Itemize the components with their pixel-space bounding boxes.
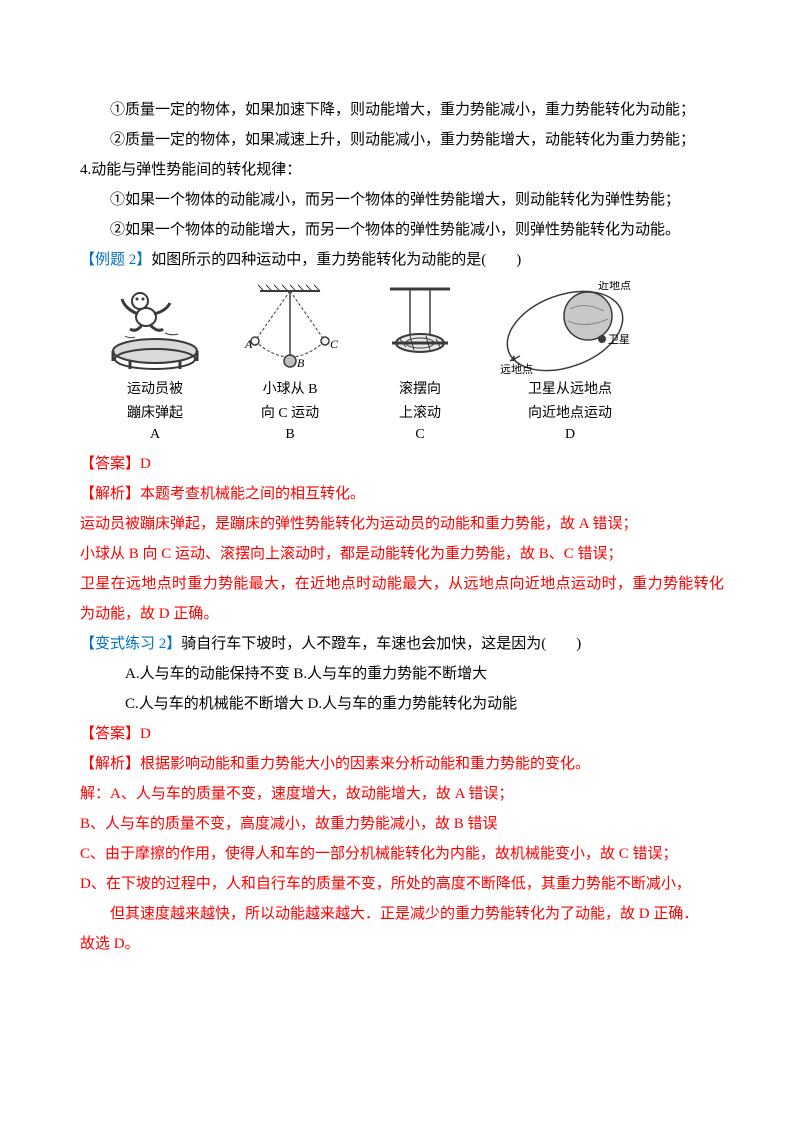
answer-1-value: D xyxy=(140,456,151,472)
figure-d-caption1: 卫星从远地点 xyxy=(528,380,612,400)
analysis-label-2: 【解析】 xyxy=(80,756,140,772)
variant-2-label: 【变式练习 2】 xyxy=(80,636,181,652)
choice-cd: C.人与车的机械能不断增大 D.人与车的重力势能转化为动能 xyxy=(80,689,724,719)
figure-d-option: D xyxy=(565,425,575,445)
rule-2: ②质量一定的物体，如果减速上升，则动能减小，重力势能增大，动能转化为重力势能； xyxy=(80,125,724,155)
figure-a: 运动员被 蹦床弹起 A xyxy=(100,281,210,445)
figure-a-caption2: 蹦床弹起 xyxy=(127,404,183,424)
example-2-label: 【例题 2】 xyxy=(80,252,151,268)
variant-2-text: 骑自行车下坡时，人不蹬车，车速也会加快，这是因为( ) xyxy=(181,636,581,652)
figure-b-option: B xyxy=(285,425,294,445)
figure-row: 运动员被 蹦床弹起 A A B C xyxy=(80,281,724,445)
answer-2-line: 【答案】D xyxy=(80,719,724,749)
analysis-2-a: 解：A、人与车的质量不变，速度增大，故动能增大，故 A 错误； xyxy=(80,779,724,809)
rolling-icon xyxy=(370,281,470,376)
satellite-label: 卫星 xyxy=(608,333,630,346)
figure-d: 近地点 卫星 远地点 卫星从远地点 向近地点运动 D xyxy=(490,281,650,445)
analysis-1-c: 卫星在远地点时重力势能最大，在近地点时动能最大，从远地点向近地点运动时，重力势能… xyxy=(80,569,724,629)
choice-ab: A.人与车的动能保持不变 B.人与车的重力势能不断增大 xyxy=(80,659,724,689)
analysis-2-b: B、人与车的质量不变，高度减小，故重力势能减小，故 B 错误 xyxy=(80,809,724,839)
figure-c-caption1: 滚摆向 xyxy=(399,380,441,400)
near-point-label: 近地点 xyxy=(598,281,631,292)
analysis-2-c: C、由于摩擦的作用，使得人和车的一部分机械能转化为内能，故机械能变小，故 C 错… xyxy=(80,839,724,869)
section-4-heading: 4.动能与弹性势能间的转化规律： xyxy=(80,155,724,185)
analysis-label-1: 【解析】 xyxy=(80,486,140,502)
pendulum-icon: A B C xyxy=(230,281,350,376)
analysis-2-d1: D、在下坡的过程中，人和自行车的质量不变，所处的高度不断降低，其重力势能不断减小… xyxy=(80,869,724,899)
analysis-2-d2: 但其速度越来越快，所以动能越来越大．正是减少的重力势能转化为了动能，故 D 正确… xyxy=(80,899,724,929)
satellite-icon: 近地点 卫星 远地点 xyxy=(490,281,650,376)
pendulum-label-c: C xyxy=(330,337,339,351)
analysis-1-text: 本题考查机械能之间的相互转化。 xyxy=(140,486,365,502)
figure-a-option: A xyxy=(150,425,160,445)
analysis-2-text: 根据影响动能和重力势能大小的因素来分析动能和重力势能的变化。 xyxy=(140,756,590,772)
answer-label: 【答案】 xyxy=(80,456,140,472)
pendulum-label-b: B xyxy=(297,356,305,370)
figure-c: 滚摆向 上滚动 C xyxy=(370,281,470,445)
figure-b: A B C 小球从 B 向 C 运动 B xyxy=(230,281,350,445)
figure-b-caption1: 小球从 B xyxy=(263,380,318,400)
rule-3: ①如果一个物体的动能减小，而另一个物体的弹性势能增大，则动能转化为弹性势能； xyxy=(80,185,724,215)
pendulum-label-a: A xyxy=(244,337,253,351)
analysis-2-head: 【解析】根据影响动能和重力势能大小的因素来分析动能和重力势能的变化。 xyxy=(80,749,724,779)
figure-c-option: C xyxy=(415,425,424,445)
figure-c-caption2: 上滚动 xyxy=(399,404,441,424)
analysis-2-conclusion: 故选 D。 xyxy=(80,929,724,959)
trampoline-icon xyxy=(100,281,210,376)
example-2-text: 如图所示的四种运动中，重力势能转化为动能的是( ) xyxy=(151,252,521,268)
answer-2-value: D xyxy=(140,726,151,742)
rule-4: ②如果一个物体的动能增大，而另一个物体的弹性势能减小，则弹性势能转化为动能。 xyxy=(80,215,724,245)
analysis-1-b: 小球从 B 向 C 运动、滚摆向上滚动时，都是动能转化为重力势能，故 B、C 错… xyxy=(80,539,724,569)
figure-b-caption2: 向 C 运动 xyxy=(261,404,319,424)
answer-1-line: 【答案】D xyxy=(80,449,724,479)
analysis-1-a: 运动员被蹦床弹起，是蹦床的弹性势能转化为运动员的动能和重力势能，故 A 错误； xyxy=(80,509,724,539)
far-point-label: 远地点 xyxy=(500,363,533,376)
analysis-1-head: 【解析】本题考查机械能之间的相互转化。 xyxy=(80,479,724,509)
figure-a-caption1: 运动员被 xyxy=(127,380,183,400)
example-2-line: 【例题 2】如图所示的四种运动中，重力势能转化为动能的是( ) xyxy=(80,245,724,275)
answer-label-2: 【答案】 xyxy=(80,726,140,742)
figure-d-caption2: 向近地点运动 xyxy=(528,404,612,424)
rule-1: ①质量一定的物体，如果加速下降，则动能增大，重力势能减小，重力势能转化为动能； xyxy=(80,95,724,125)
variant-2-line: 【变式练习 2】骑自行车下坡时，人不蹬车，车速也会加快，这是因为( ) xyxy=(80,629,724,659)
